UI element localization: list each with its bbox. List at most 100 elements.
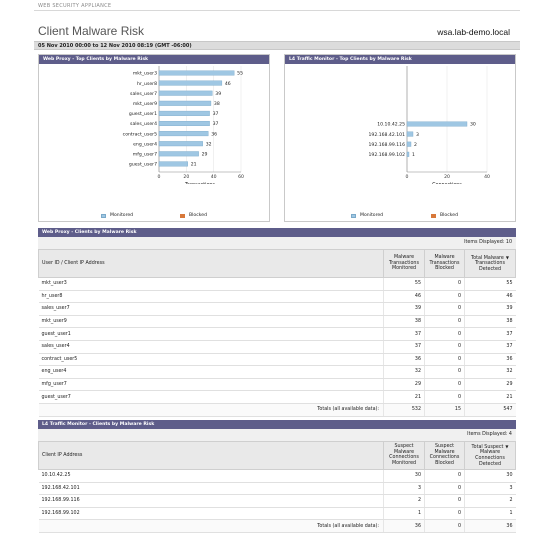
legend-monitored: Monitored (101, 213, 133, 218)
items-displayed[interactable]: Items Displayed: 4 (38, 428, 516, 441)
row-monitored: 32 (383, 365, 425, 379)
header-line: Transactions (475, 261, 505, 267)
bar-data-label: 32 (206, 141, 212, 147)
l4-chart-panel: L4 Traffic Monitor - Top Clients by Malw… (284, 54, 516, 222)
row-monitored: 21 (383, 390, 425, 404)
items-displayed[interactable]: Items Displayed: 10 (38, 237, 516, 249)
row-monitored: 37 (383, 340, 425, 354)
header-line: Detected (479, 266, 501, 272)
row-blocked: 0 (424, 390, 465, 404)
header-text: Total Suspect (471, 444, 504, 450)
legend-blocked-label: Blocked (189, 213, 208, 218)
totals-total: 36 (464, 519, 516, 534)
col-header-client-ip[interactable]: Client IP Address (38, 440, 384, 470)
row-blocked: 0 (424, 469, 465, 483)
category-label: guest_user1 (129, 111, 157, 117)
page-header: Client Malware Risk wsa.lab-demo.local (34, 11, 520, 41)
totals-blocked: 0 (424, 519, 465, 534)
header-line: Blocked (435, 266, 454, 272)
legend-blocked-swatch (431, 213, 436, 218)
header-line: Total Suspect ▼ (465, 444, 515, 451)
header-line: Monitored (391, 461, 417, 467)
category-label: contract_user5 (123, 131, 157, 137)
row-id: guest_user1 (38, 327, 384, 341)
header-line: Transactions (389, 260, 419, 266)
bar-monitored (406, 141, 412, 147)
row-monitored: 30 (383, 469, 425, 483)
header-line: Suspect (394, 444, 414, 450)
col-header-user-id[interactable]: User ID / Client IP Address (38, 249, 384, 278)
header-line: Malware (393, 449, 415, 455)
bar-monitored (158, 131, 209, 137)
totals-row: Totals (all available data): 36 0 36 (38, 519, 516, 534)
header-text: Total Malware (471, 255, 504, 261)
category-label: 192.168.42.101 (368, 132, 405, 138)
legend-monitored-label: Monitored (360, 213, 384, 218)
table-row: mkt_user9 38 0 38 (38, 315, 516, 329)
bar-data-label: 2 (414, 142, 417, 148)
l4-table: Client IP Address Suspect Malware Connec… (38, 440, 516, 534)
bar-monitored (158, 80, 223, 86)
col-header-suspect-monitored[interactable]: Suspect Malware Connections Monitored (383, 440, 425, 470)
bar-data-label: 21 (191, 162, 197, 168)
bar-data-label: 37 (213, 121, 219, 127)
row-blocked: 0 (424, 353, 465, 367)
col-header-malware-monitored[interactable]: Malware Transactions Monitored (383, 249, 425, 278)
col-header-total-suspect[interactable]: Total Suspect ▼ Malware Connections Detec… (464, 440, 516, 470)
bar-data-label: 39 (215, 91, 221, 97)
row-monitored: 37 (383, 327, 425, 341)
legend-blocked-label: Blocked (440, 213, 459, 218)
legend-blocked-swatch (180, 213, 185, 218)
row-blocked: 0 (424, 315, 465, 329)
report-frame: WEB SECURITY APPLIANCE Client Malware Ri… (34, 0, 520, 535)
header-line: Malware (393, 255, 415, 261)
bar-data-label: 36 (211, 131, 217, 137)
bar-monitored (158, 90, 213, 96)
row-blocked: 0 (424, 340, 465, 354)
header-line: Connections (389, 455, 419, 461)
row-monitored: 3 (383, 482, 425, 496)
category-label: sales_user4 (130, 121, 157, 127)
bar-data-label: 29 (202, 152, 208, 158)
x-axis-title: Transactions (184, 182, 215, 184)
row-id: 192.168.99.102 (38, 507, 384, 521)
col-header-malware-blocked[interactable]: Malware Transactions Blocked (424, 249, 465, 278)
category-label: mfg_user7 (133, 152, 157, 158)
table-row: 10.10.42.25 30 0 30 (38, 469, 516, 483)
header-line: Blocked (435, 461, 454, 467)
col-header-total-malware[interactable]: Total Malware ▼ Transactions Detected (464, 249, 516, 278)
header-line: Detected (479, 461, 501, 467)
l4-chart-title: L4 Traffic Monitor - Top Clients by Malw… (285, 55, 515, 64)
row-blocked: 0 (424, 494, 465, 508)
row-total: 32 (464, 365, 516, 379)
row-blocked: 0 (424, 277, 465, 291)
row-monitored: 2 (383, 494, 425, 508)
bar-data-label: 30 (470, 122, 476, 128)
row-total: 55 (464, 277, 516, 291)
row-monitored: 36 (383, 353, 425, 367)
row-id: sales_user7 (38, 302, 384, 316)
totals-label: Totals (all available data): (38, 519, 384, 534)
row-blocked: 0 (424, 507, 465, 521)
l4-table-title: L4 Traffic Monitor - Clients by Malware … (38, 419, 516, 429)
header-line: Monitored (391, 266, 417, 272)
row-id: eng_user4 (38, 365, 384, 379)
totals-row: Totals (all available data): 532 15 547 (38, 402, 516, 417)
header-line: Suspect (434, 444, 455, 450)
totals-monitored: 532 (383, 402, 425, 417)
bar-data-label: 3 (416, 132, 419, 138)
row-total: 29 (464, 378, 516, 392)
bar-monitored (158, 151, 199, 157)
legend-monitored-swatch (351, 213, 356, 218)
table-row: 192.168.99.102 1 0 1 (38, 507, 516, 521)
category-label: 10.10.42.25 (377, 122, 405, 128)
header-line: Malware (434, 449, 455, 455)
legend-monitored: Monitored (351, 213, 383, 218)
legend-monitored-swatch (101, 213, 106, 218)
col-header-suspect-blocked[interactable]: Suspect Malware Connections Blocked (424, 440, 465, 470)
legend-monitored-label: Monitored (110, 213, 134, 218)
bar-data-label: 55 (237, 71, 243, 77)
x-tick-label: 40 (211, 174, 217, 180)
table-row: sales_user4 37 0 37 (38, 340, 516, 354)
row-blocked: 0 (424, 327, 465, 341)
